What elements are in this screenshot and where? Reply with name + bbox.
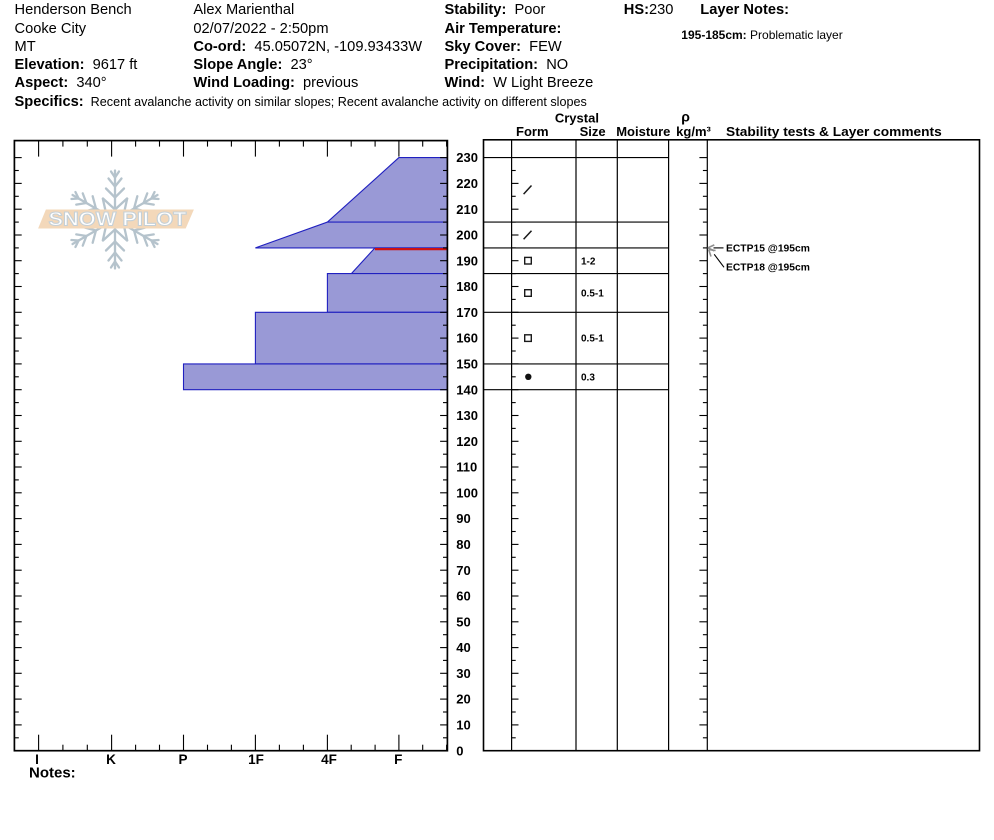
svg-text:1-2: 1-2 — [581, 256, 596, 267]
svg-text:F: F — [394, 752, 402, 767]
svg-text:Moisture: Moisture — [616, 124, 670, 139]
svg-text:160: 160 — [456, 331, 478, 346]
svg-text:20: 20 — [456, 692, 470, 707]
svg-text:80: 80 — [456, 537, 470, 552]
svg-text:100: 100 — [456, 485, 478, 500]
svg-text:90: 90 — [456, 511, 470, 526]
svg-text:Stability tests & Layer commen: Stability tests & Layer comments — [726, 124, 942, 139]
svg-text:Size: Size — [580, 124, 606, 139]
svg-text:Form: Form — [516, 124, 549, 139]
svg-text:170: 170 — [456, 305, 478, 320]
svg-text:190: 190 — [456, 253, 478, 268]
svg-text:180: 180 — [456, 279, 478, 294]
svg-text:40: 40 — [456, 640, 470, 655]
svg-text:ECTP18 @195cm: ECTP18 @195cm — [726, 263, 810, 274]
svg-text:P: P — [178, 752, 187, 767]
svg-text:SNOW PILOT: SNOW PILOT — [49, 209, 187, 231]
svg-text:30: 30 — [456, 666, 470, 681]
svg-text:0: 0 — [456, 743, 463, 758]
svg-text:50: 50 — [456, 614, 470, 629]
svg-text:Notes:: Notes: — [29, 764, 76, 781]
svg-text:210: 210 — [456, 202, 478, 217]
svg-text:4F: 4F — [321, 752, 337, 767]
svg-text:230: 230 — [456, 150, 478, 165]
svg-text:120: 120 — [456, 434, 478, 449]
svg-text:150: 150 — [456, 357, 478, 372]
svg-text:200: 200 — [456, 228, 478, 243]
svg-text:kg/m³: kg/m³ — [676, 124, 711, 139]
svg-text:0.3: 0.3 — [581, 372, 595, 383]
svg-text:1F: 1F — [248, 752, 264, 767]
svg-text:K: K — [106, 752, 116, 767]
svg-text:110: 110 — [456, 460, 477, 475]
svg-text:140: 140 — [456, 382, 478, 397]
svg-text:130: 130 — [456, 408, 478, 423]
svg-text:I: I — [35, 752, 39, 767]
svg-text:ρ: ρ — [681, 108, 690, 124]
svg-text:60: 60 — [456, 589, 470, 604]
svg-text:70: 70 — [456, 563, 470, 578]
svg-text:0.5-1: 0.5-1 — [581, 334, 604, 345]
svg-text:220: 220 — [456, 176, 478, 191]
svg-text:ECTP15 @195cm: ECTP15 @195cm — [726, 243, 810, 254]
svg-text:0.5-1: 0.5-1 — [581, 289, 604, 300]
svg-text:10: 10 — [456, 718, 470, 733]
svg-text:Crystal: Crystal — [555, 111, 599, 126]
